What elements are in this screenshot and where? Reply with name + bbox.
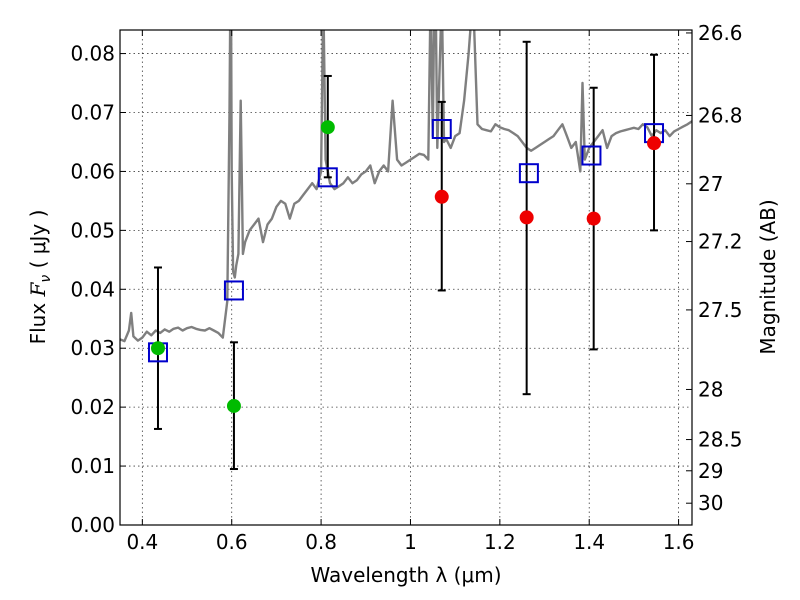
y2-tick-label: 26.6 — [698, 21, 743, 45]
spectrum-line — [120, 30, 692, 343]
circle-marker — [519, 210, 534, 225]
y-axis-title: Flux Fν ( μJy ) — [26, 210, 54, 345]
y2-tick-label: 28.5 — [698, 428, 743, 452]
y2-tick-label: 30 — [698, 491, 723, 515]
x-axis-title: Wavelength λ (μm) — [310, 563, 501, 587]
grid — [120, 30, 692, 526]
y2-tick-label: 27.5 — [698, 298, 743, 322]
circle-marker — [647, 136, 662, 151]
circle-marker — [434, 189, 449, 204]
y-axis-title-symbol: F — [26, 281, 50, 297]
markers — [147, 119, 665, 413]
square-marker — [431, 119, 452, 139]
circle-marker — [320, 120, 335, 135]
x-tick-label: 0.4 — [126, 530, 158, 554]
x-tick-label: 1.2 — [484, 530, 516, 554]
y-axis-title-suffix: ( μJy ) — [26, 210, 50, 275]
spectrum — [120, 30, 692, 343]
y-tick-label: 0.06 — [70, 159, 115, 183]
y-axis-title-prefix: Flux — [26, 296, 50, 344]
y-tick-label: 0.04 — [70, 277, 115, 301]
circle-marker — [150, 341, 165, 356]
y2-axis-title: Magnitude (AB) — [756, 199, 780, 354]
plot-background — [120, 30, 692, 525]
y2-tick-label: 27.2 — [698, 230, 743, 254]
circle-marker — [226, 398, 241, 413]
y-tick-label: 0.01 — [70, 454, 115, 478]
x-tick-label: 0.8 — [305, 530, 337, 554]
y-tick-label: 0.03 — [70, 336, 115, 360]
y-tick-label: 0.02 — [70, 395, 115, 419]
plot-frame — [119, 29, 693, 526]
x-tick-label: 1.4 — [573, 530, 605, 554]
ticks — [120, 30, 692, 526]
tick-labels: 0.4 0.6 0.8 1 1.2 1.4 1.6 0.00 0.01 0.02 0.03 0.04 0… — [70, 21, 742, 554]
square-marker — [223, 280, 244, 301]
x-tick-label: 0.6 — [216, 530, 248, 554]
y-tick-label: 0.07 — [70, 101, 115, 125]
y-tick-label: 0.08 — [70, 42, 115, 66]
y-tick-label: 0.00 — [70, 513, 115, 537]
square-marker — [317, 167, 338, 188]
circle-marker — [586, 211, 601, 226]
y2-tick-label: 29 — [698, 459, 723, 483]
y-axis-title-subscript: ν — [38, 275, 54, 283]
square-marker — [581, 145, 602, 166]
y-tick-label: 0.05 — [70, 218, 115, 242]
y2-tick-label: 27 — [698, 172, 723, 196]
y2-tick-label: 28 — [698, 377, 723, 401]
square-marker — [518, 163, 539, 184]
x-tick-label: 1 — [404, 530, 417, 554]
x-tick-label: 1.6 — [663, 530, 695, 554]
y2-tick-label: 26.8 — [698, 103, 743, 127]
